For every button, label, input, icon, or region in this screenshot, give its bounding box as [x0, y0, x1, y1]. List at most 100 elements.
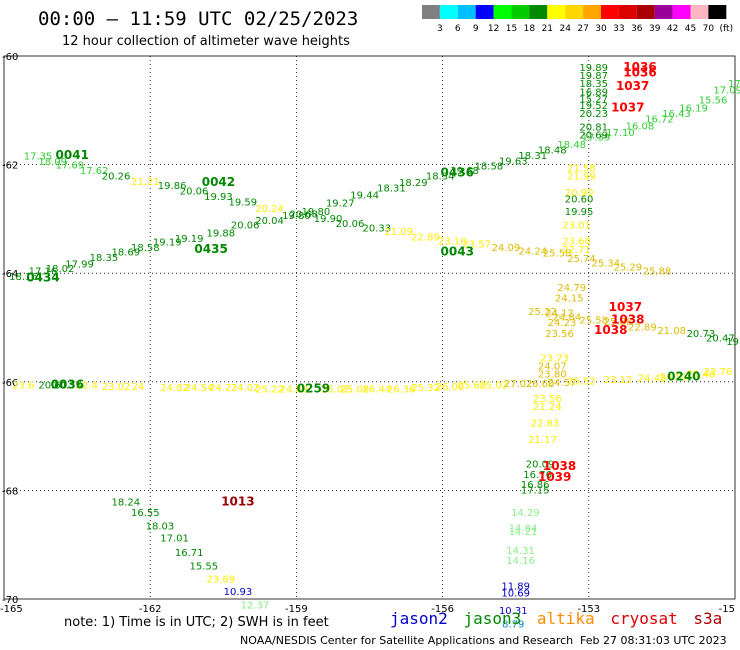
data-point-label: 23.69 — [207, 574, 236, 585]
data-point-label: 21.58 — [567, 163, 596, 174]
scale-label: 36 — [631, 24, 643, 34]
y-tick-label: -60 — [2, 52, 18, 63]
time-label: 1038 — [594, 323, 627, 337]
data-point-label: 20.47 — [706, 333, 735, 344]
data-point-label: 14.21 — [509, 527, 538, 538]
data-point-label: 18.31 — [518, 151, 547, 162]
data-point-label: 17.39 — [582, 132, 611, 143]
time-label: 0240 — [667, 369, 700, 383]
data-point-label: 20.68 — [289, 209, 318, 220]
data-point-label: 17.08 — [728, 79, 740, 90]
data-point-label: 15.27 — [579, 94, 608, 105]
x-tick-label: -162 — [139, 604, 162, 615]
data-point-label: 25.22 — [255, 384, 284, 395]
data-point-label: 20.06 — [180, 187, 209, 198]
y-axis-ticks: -60 -62 -64 -66 -68 -70 — [2, 52, 18, 606]
data-point-label: 18.02 — [46, 264, 75, 275]
scale-swatch — [672, 5, 691, 19]
data-point-label: 25.29 — [613, 263, 642, 274]
data-point-label: 18.34 — [426, 171, 455, 182]
scale-label: 15 — [506, 24, 517, 34]
data-point-label: 18.03 — [146, 522, 175, 533]
time-label: 0259 — [297, 381, 330, 395]
scale-swatch — [708, 5, 727, 19]
data-point-label: 23.80 — [538, 370, 567, 381]
data-point-label: 16.19 — [679, 104, 708, 115]
footer-note: note: 1) Time is in UTC; 2) SWH is in fe… — [64, 615, 329, 630]
scale-label: 27 — [577, 24, 588, 34]
scale-swatch — [601, 5, 619, 19]
data-point-label: 23.56 — [545, 329, 574, 340]
data-point-label: 16.08 — [626, 122, 655, 133]
data-point-label: 24.09 — [492, 243, 521, 254]
data-point-label: 16.72 — [645, 114, 674, 125]
legend: jason2 jason3 altika cryosat s3a — [390, 609, 722, 628]
data-point-label: 15.56 — [699, 95, 728, 106]
y-tick-label: -68 — [2, 486, 18, 497]
data-point-label: 23.10 — [438, 237, 467, 248]
data-point-label: 25.88 — [643, 266, 672, 277]
data-point-label: 8.79 — [502, 619, 524, 630]
data-point-label: 24.54 — [185, 383, 214, 394]
data-point-label: 24.15 — [555, 294, 584, 305]
time-label: 1013 — [221, 494, 254, 508]
data-point-label: 24.89 — [280, 384, 309, 395]
data-point-label: 12.37 — [241, 600, 270, 611]
data-point-label: 19.88 — [207, 228, 236, 239]
data-point-label: 19.27 — [326, 199, 355, 210]
data-point-label: 16.55 — [131, 508, 160, 519]
data-point-label: 25.32 — [411, 383, 440, 394]
scale-swatch — [422, 5, 440, 19]
data-point-label: 25.88 — [604, 317, 633, 328]
time-label: 0041 — [56, 148, 89, 162]
data-point-label: 24.82 — [160, 383, 189, 394]
data-point-label: 22.4 — [76, 381, 98, 392]
data-point-label: 18.09 — [38, 157, 67, 168]
scale-label: 6 — [455, 24, 461, 34]
data-point-label: 15.55 — [189, 561, 218, 572]
data-point-label: 18.48 — [557, 140, 586, 151]
scale-swatch — [654, 5, 673, 19]
chart-subtitle: 12 hour collection of altimeter wave hei… — [62, 34, 350, 49]
data-point-label: 21.24 — [533, 402, 562, 413]
data-point-label: 26.44 — [362, 384, 391, 395]
data-point-label: 19 — [726, 337, 739, 348]
time-label: 1036 — [623, 60, 656, 74]
data-point-label: 16.71 — [175, 548, 204, 559]
legend-jason3: jason3 — [463, 609, 521, 628]
data-point-label: 19.95 — [565, 207, 594, 218]
data-point-label: 24.02 — [231, 383, 260, 394]
data-point-label: 23.12 — [604, 375, 633, 386]
scale-label: (ft) — [720, 24, 734, 34]
data-point-label: 16.76 — [523, 470, 552, 481]
data-point-label: 20.33 — [362, 224, 391, 235]
data-point-label: 19.93 — [204, 192, 233, 203]
data-point-label: 22.89 — [411, 232, 440, 243]
data-point-label: 27.02 — [504, 379, 533, 390]
time-label: 1038 — [543, 459, 576, 473]
y-tick-label: -70 — [2, 595, 18, 606]
data-point-label: 24 — [132, 382, 145, 393]
scale-label: 24 — [559, 24, 571, 34]
data-point-label: 18.31 — [377, 183, 406, 194]
data-point-label: 24.23 — [548, 318, 577, 329]
scale-label: 12 — [488, 24, 499, 34]
data-point-label: 18.35 — [579, 79, 608, 90]
data-point-label: 22.83 — [531, 419, 560, 430]
scale-swatch — [636, 5, 655, 19]
data-point-label: 25.60 — [458, 381, 487, 392]
y-tick-label: -66 — [2, 378, 18, 389]
credit-right: Feb 27 08:31:03 UTC 2023 — [580, 634, 727, 647]
data-point-label: 14.16 — [506, 556, 535, 567]
time-label: 1039 — [538, 470, 571, 484]
data-point-label: 23.57 — [462, 239, 491, 250]
scale-label: 45 — [685, 24, 696, 34]
data-point-label: 24.22 — [209, 383, 238, 394]
data-point-label: 14.84 — [509, 523, 538, 534]
x-tick-label: -15 — [719, 604, 735, 615]
data-point-label: 19.52 — [579, 101, 608, 112]
data-point-label: 20.90 — [565, 188, 594, 199]
data-point-label: 20.69 — [579, 131, 608, 142]
scale-swatch — [583, 5, 601, 19]
scale-swatch — [457, 5, 476, 19]
